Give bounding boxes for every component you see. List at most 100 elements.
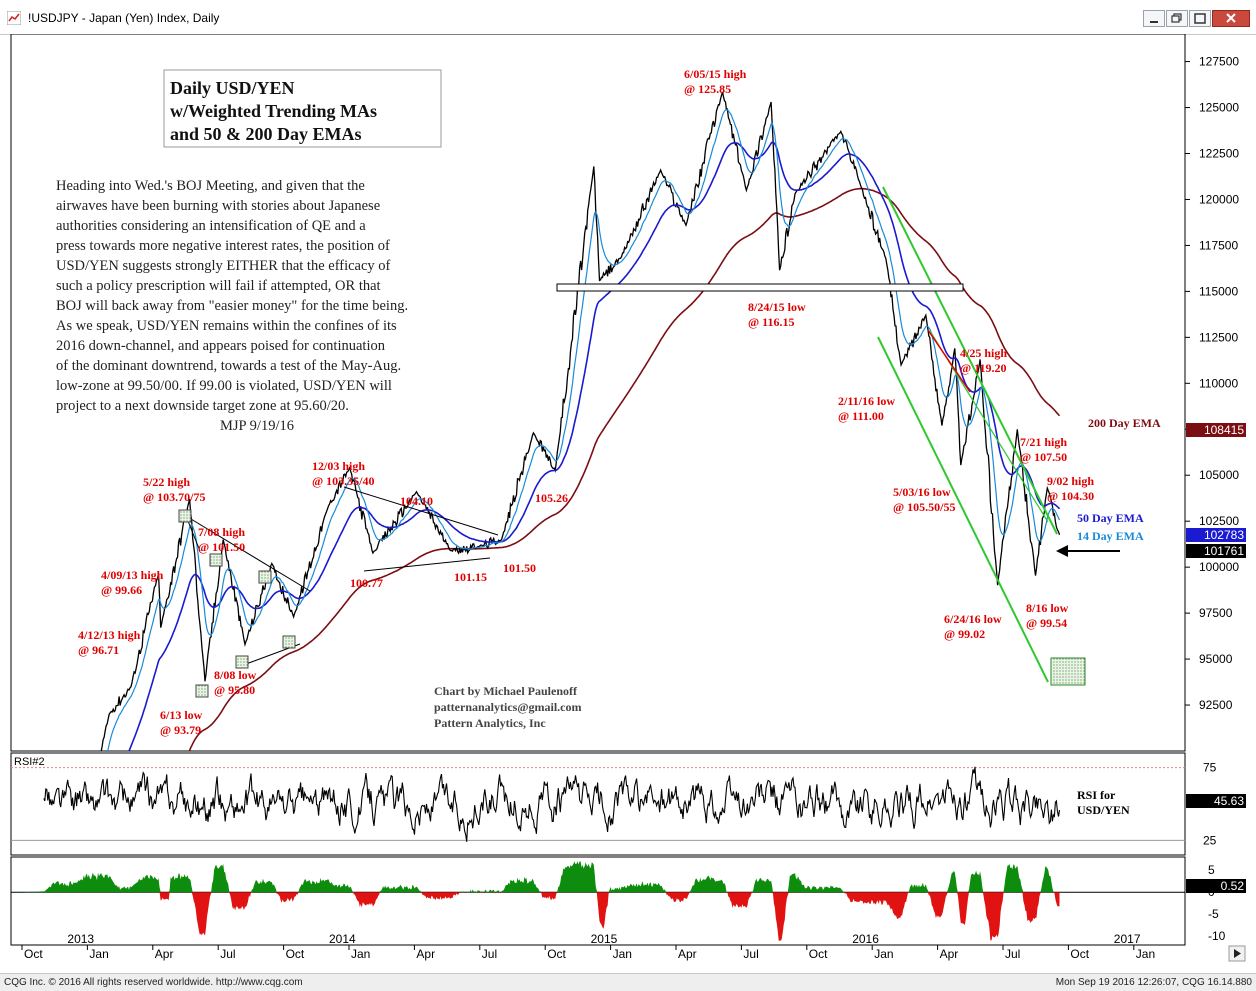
commentary-title-box: Daily USD/YEN w/Weighted Trending MAs an… (163, 69, 442, 148)
commentary-line: low-zone at 99.50/00. If 99.00 is violat… (56, 378, 392, 394)
x-tick-label: Jan (874, 947, 893, 961)
pivot-marker (282, 635, 296, 649)
commentary-line: BOJ will back away from "easier money" f… (56, 298, 408, 314)
trendline (363, 557, 491, 572)
annotation-label: 4/12/13 high (78, 628, 141, 642)
close-button[interactable] (1212, 10, 1250, 27)
ema50-label: 50 Day EMA (1077, 511, 1144, 525)
ema200-label: 200 Day EMA (1088, 416, 1161, 430)
restore-icon (1171, 13, 1182, 23)
macd-tick-label: 5 (1208, 863, 1215, 877)
current-price-arrow (1056, 545, 1120, 557)
annotation-label: 12/03 high (312, 459, 365, 473)
rsi-last-value: 45.63 (1186, 794, 1246, 808)
y-tick-label: 120000 (1199, 192, 1239, 206)
ema14-label: 14 Day EMA (1077, 529, 1144, 543)
commentary-line: such a policy prescription will fail if … (56, 278, 381, 294)
credit-line: Pattern Analytics, Inc (434, 716, 546, 730)
annotation-label: @ 99.66 (101, 583, 142, 597)
trendline (343, 486, 499, 536)
annotation-label: @ 99.02 (944, 627, 985, 641)
x-tick-label: Oct (286, 947, 305, 961)
x-tick-label: Jan (613, 947, 632, 961)
commentary-title-line: w/Weighted Trending MAs (170, 101, 377, 121)
annotation-label: 100.77 (350, 576, 383, 590)
annotation-label: 101.15 (454, 570, 487, 584)
y-tick-label: 100000 (1199, 560, 1239, 574)
x-tick-label: Jan (1136, 947, 1155, 961)
annotation-label: 6/24/16 low (944, 612, 1002, 626)
pivot-marker (178, 509, 192, 523)
y-tick-label: 117500 (1199, 238, 1238, 252)
annotation-label: 4/09/13 high (101, 568, 164, 582)
x-year-label: 2017 (1114, 932, 1141, 946)
rsi-panel-label: RSI#2 (14, 756, 45, 768)
annotation-label: 5/03/16 low (893, 485, 951, 499)
minimize-icon (1150, 21, 1158, 23)
chart-canvas: 9250095000975001000001025001050001075001… (10, 34, 1246, 962)
y-tick-label: 125000 (1199, 101, 1239, 115)
annotation-label: @ 101.50 (198, 540, 245, 554)
macd-last-value: 0.52 (1186, 879, 1246, 893)
x-tick-label: Apr (155, 947, 174, 961)
x-tick-label: Apr (678, 947, 697, 961)
x-tick-label: Oct (1070, 947, 1089, 961)
annotation-label: @ 99.54 (1026, 616, 1067, 630)
chart-credit: Chart by Michael Paulenoff patternanalyt… (434, 684, 581, 730)
commentary-signature: MJP 9/19/16 (220, 418, 294, 434)
x-year-label: 2016 (852, 932, 879, 946)
x-year-label: 2015 (591, 932, 618, 946)
restore-button[interactable] (1166, 10, 1188, 27)
annotation-label: 104.10 (400, 494, 433, 508)
copyright-text: CQG Inc. © 2016 All rights reserved worl… (4, 977, 303, 988)
commentary-title-line: Daily USD/YEN (170, 78, 295, 98)
main-y-axis: 9250095000975001000001025001050001075001… (1185, 55, 1239, 712)
x-tick-label: Oct (809, 947, 828, 961)
svg-text:0.52: 0.52 (1221, 879, 1245, 893)
high-marker-line (927, 329, 971, 393)
y-tick-label: 127500 (1199, 55, 1239, 69)
maximize-icon (1194, 13, 1206, 24)
annotation-label: @ 93.79 (160, 723, 201, 737)
trendline-drawings (178, 186, 1086, 698)
annotation-label: @ 103.70/75 (143, 490, 206, 504)
annotation-label: 8/08 low (214, 668, 257, 682)
commentary-body: Heading into Wed.'s BOJ Meeting, and giv… (56, 178, 408, 434)
rsi-y-axis: 755025 (11, 761, 1217, 847)
status-bar: CQG Inc. © 2016 All rights reserved worl… (0, 973, 1256, 991)
last-value-ema200: 108415 (1186, 423, 1246, 437)
ema50-line (128, 141, 1061, 751)
x-tick-label: Jul (482, 947, 497, 961)
annotation-label: @ 104.30 (1047, 489, 1094, 503)
macd-positive-area (22, 861, 1060, 893)
price-annotations: 6/05/15 high@ 125.85 8/24/15 low@ 116.15 5… (78, 67, 1094, 737)
y-tick-label: 112500 (1199, 330, 1238, 344)
trendline (185, 515, 311, 592)
annotation-label: 7/08 high (198, 525, 245, 539)
x-tick-label: Jan (351, 947, 370, 961)
commentary-line: press towards more negative interest rat… (56, 238, 390, 254)
x-year-label: 2013 (67, 932, 94, 946)
annotation-label: @ 116.15 (748, 315, 795, 329)
commentary-line: USD/YEN suggests strongly EITHER that th… (56, 258, 391, 274)
target-zone (1050, 657, 1086, 686)
rsi-panel (10, 752, 1186, 856)
svg-text:102783: 102783 (1204, 528, 1244, 542)
svg-text:45.63: 45.63 (1214, 794, 1244, 808)
annotation-label: @ 95.80 (214, 683, 255, 697)
window-title: !USDJPY - Japan (Yen) Index, Daily (28, 11, 220, 25)
svg-text:108415: 108415 (1204, 423, 1244, 437)
svg-text:101761: 101761 (1204, 544, 1244, 558)
rsi-series (43, 766, 1061, 842)
x-tick-label: Jul (1005, 947, 1020, 961)
rsi-tick-label: 25 (1203, 833, 1217, 847)
y-tick-label: 110000 (1199, 376, 1238, 390)
rsi-line (43, 766, 1061, 842)
scroll-right-button[interactable] (1228, 945, 1246, 962)
x-tick-label: Oct (24, 947, 43, 961)
minimize-button[interactable] (1143, 10, 1165, 27)
pivot-marker (235, 655, 249, 669)
annotation-label: @ 103.35/40 (312, 474, 375, 488)
maximize-button[interactable] (1189, 10, 1211, 27)
commentary-line: project to a next downside target zone a… (56, 398, 349, 414)
